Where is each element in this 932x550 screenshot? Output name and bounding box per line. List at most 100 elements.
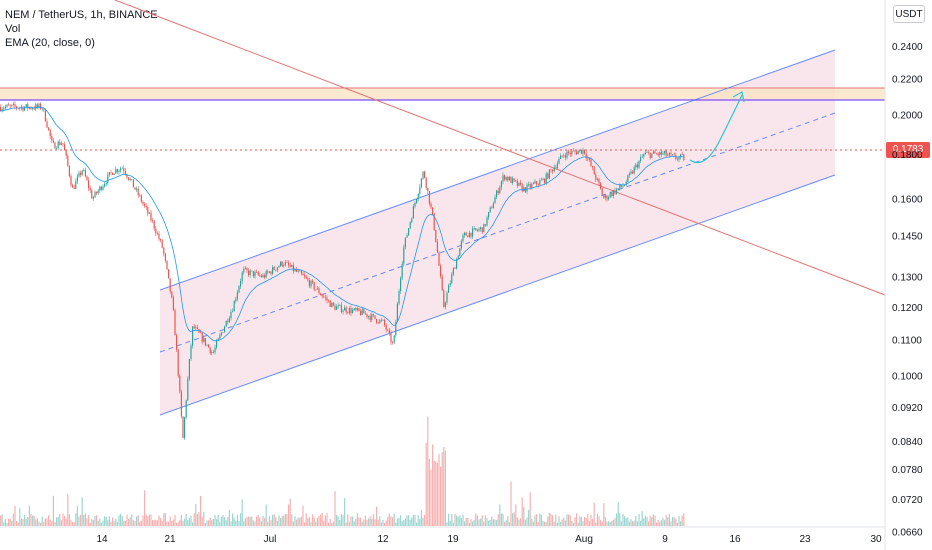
volume-bar: [241, 499, 243, 526]
candle-up: [129, 179, 131, 180]
volume-bar: [292, 521, 294, 526]
volume-bar: [190, 515, 192, 526]
candle-up: [353, 308, 355, 310]
volume-bar: [675, 518, 677, 526]
candle-up: [422, 171, 424, 179]
volume-bar: [257, 515, 259, 526]
candle-up: [566, 151, 568, 158]
candle-down: [169, 278, 171, 292]
candle-down: [385, 325, 387, 330]
volume-bar: [236, 514, 238, 526]
symbol-title[interactable]: NEM / TetherUS, 1h, BINANCE: [5, 9, 158, 21]
currency-selector[interactable]: USDT: [893, 5, 925, 23]
candle-down: [369, 316, 371, 321]
volume-bar: [392, 517, 394, 526]
descending-trendline[interactable]: [114, 0, 886, 296]
candle-down: [497, 190, 499, 194]
volume-bar: [457, 516, 459, 526]
candle-up: [230, 311, 232, 319]
volume-bar: [113, 521, 115, 526]
volume-bar: [456, 515, 458, 526]
channel-upper-line[interactable]: [159, 49, 836, 291]
volume-bar: [440, 466, 442, 526]
volume-bar: [419, 519, 421, 526]
candle-down: [51, 136, 53, 141]
volume-bar: [222, 515, 224, 526]
candle-down: [180, 391, 182, 417]
price-tick-label: 0.2200: [892, 75, 923, 86]
candle-down: [521, 184, 523, 192]
volume-bar: [670, 521, 672, 526]
volume-bar: [430, 469, 432, 526]
volume-bar: [633, 520, 635, 526]
volume-bar: [201, 516, 203, 526]
candle-down: [387, 329, 389, 331]
volume-bar: [446, 522, 448, 526]
projection-path[interactable]: [689, 94, 743, 164]
volume-bar: [142, 515, 144, 526]
price-tick-label: 0.0780: [892, 465, 923, 476]
candle-down: [251, 270, 253, 272]
volume-bar: [281, 516, 283, 526]
price-tick-label: 0.1450: [892, 232, 923, 243]
volume-bar: [308, 516, 310, 526]
candle-down: [384, 319, 386, 326]
volume-bar: [252, 520, 254, 526]
channel-lower-line[interactable]: [159, 174, 836, 416]
candle-up: [187, 378, 189, 401]
volume-bar: [305, 513, 307, 526]
volume-bar: [33, 515, 35, 526]
volume-bar: [524, 519, 526, 526]
volume-bar: [568, 514, 570, 526]
candle-down: [209, 347, 211, 354]
candle-down: [72, 185, 74, 188]
candle-up: [243, 268, 245, 273]
volume-bar: [254, 521, 256, 526]
candle-down: [40, 103, 42, 110]
candle-down: [424, 171, 426, 178]
volume-bar: [115, 518, 117, 526]
time-axis[interactable]: 14 21 Jul 12 19 Aug 9 16 23 30: [96, 534, 882, 545]
price-axis[interactable]: 0.2400 0.2200 0.2000 0.1800 0.1600 0.1450 0.13…: [892, 42, 923, 539]
volume-bar: [235, 520, 237, 526]
volume-bar: [507, 515, 509, 526]
volume-bar: [179, 520, 181, 526]
volume-bar: [83, 514, 85, 526]
volume-bar: [288, 504, 290, 526]
channel-mid-line[interactable]: [159, 112, 836, 353]
time-tick-label: 23: [799, 534, 811, 545]
time-tick-label: 19: [447, 534, 459, 545]
candle-up: [459, 248, 461, 257]
candle-up: [211, 352, 213, 354]
volume-bar: [60, 520, 62, 526]
volume-bar: [278, 515, 280, 526]
volume-bar: [377, 519, 379, 526]
volume-bar: [427, 416, 429, 526]
candle-down: [145, 205, 147, 208]
volume-bar: [38, 521, 40, 526]
volume-bar: [97, 521, 99, 526]
volume-bar: [291, 514, 293, 526]
candle-down: [160, 239, 162, 241]
candle-down: [304, 275, 306, 277]
volume-indicator-label[interactable]: Vol: [5, 23, 21, 35]
volume-bar: [134, 520, 136, 526]
volume-bar: [169, 516, 171, 526]
volume-bar: [84, 513, 86, 526]
volume-bar: [600, 520, 602, 526]
candle-up: [412, 206, 414, 219]
ema-indicator-label[interactable]: EMA (20, close, 0): [5, 37, 95, 49]
volume-bar: [627, 517, 629, 526]
candle-down: [212, 352, 214, 353]
candle-up: [185, 400, 187, 418]
candle-up: [452, 268, 454, 275]
candle-down: [257, 272, 259, 275]
volume-bar: [211, 520, 213, 526]
candle-up: [652, 151, 654, 154]
price-tick-label: 0.2400: [892, 42, 923, 53]
candle-down: [193, 326, 195, 328]
volume-bar: [652, 514, 654, 526]
volume-bar: [99, 518, 101, 526]
candle-up: [32, 108, 34, 110]
